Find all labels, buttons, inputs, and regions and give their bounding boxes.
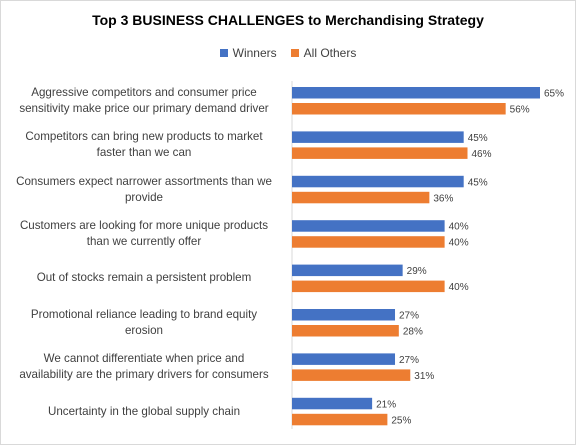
data-label: 56% bbox=[510, 105, 530, 116]
category-label: Uncertainty in the global supply chain bbox=[47, 404, 241, 418]
legend-swatch-all-others bbox=[290, 49, 299, 57]
bar-all-others bbox=[292, 191, 430, 204]
data-label: 28% bbox=[403, 327, 423, 338]
legend-item-all-others: All Others bbox=[290, 46, 357, 60]
category-label: Aggressive competitors and consumer pric… bbox=[19, 85, 269, 115]
bar-winners bbox=[292, 220, 445, 232]
data-label: 40% bbox=[449, 282, 469, 293]
data-label: 21% bbox=[376, 399, 396, 410]
category-label: Customers are looking for more unique pr… bbox=[19, 218, 269, 248]
category-label: Promotional reliance leading to brand eq… bbox=[30, 307, 258, 337]
bar-all-others bbox=[292, 147, 468, 159]
data-label: 29% bbox=[407, 266, 427, 277]
legend-label-all-others: All Others bbox=[303, 46, 357, 60]
bar-all-others bbox=[292, 325, 399, 337]
legend-label-winners: Winners bbox=[232, 46, 277, 60]
data-label: 46% bbox=[472, 149, 492, 160]
category-label: Consumers expect narrower assortments th… bbox=[16, 174, 272, 204]
bar-all-others bbox=[292, 280, 445, 293]
bar-winners bbox=[292, 397, 373, 410]
bar-winners bbox=[292, 175, 464, 188]
bar-winners bbox=[292, 309, 396, 321]
category-label: Out of stocks remain a persistent proble… bbox=[36, 271, 252, 285]
data-label: 40% bbox=[449, 222, 469, 233]
legend: Winners All Others bbox=[1, 46, 575, 60]
bar-all-others bbox=[292, 236, 445, 248]
chart-title: Top 3 BUSINESS CHALLENGES to Merchandisi… bbox=[92, 12, 484, 28]
legend-swatch-winners bbox=[219, 49, 228, 57]
category-label: We cannot differentiate when price and av… bbox=[19, 352, 269, 382]
bar-all-others bbox=[292, 369, 411, 381]
data-label: 40% bbox=[449, 238, 469, 249]
bar-winners bbox=[292, 131, 464, 143]
data-label: 27% bbox=[399, 311, 419, 322]
data-label: 31% bbox=[414, 371, 434, 382]
data-label: 36% bbox=[433, 193, 453, 204]
data-label: 27% bbox=[399, 355, 419, 366]
data-label: 45% bbox=[468, 177, 488, 188]
bar-all-others bbox=[292, 413, 388, 426]
category-label: Competitors can bring new products to ma… bbox=[25, 130, 263, 160]
bar-winners bbox=[292, 87, 540, 99]
legend-item-winners: Winners bbox=[219, 46, 277, 60]
bar-winners bbox=[292, 353, 396, 365]
data-label: 65% bbox=[544, 89, 564, 100]
bar-all-others bbox=[292, 103, 506, 115]
data-label: 25% bbox=[391, 415, 411, 426]
bar-winners bbox=[292, 264, 403, 277]
data-label: 45% bbox=[468, 133, 488, 144]
